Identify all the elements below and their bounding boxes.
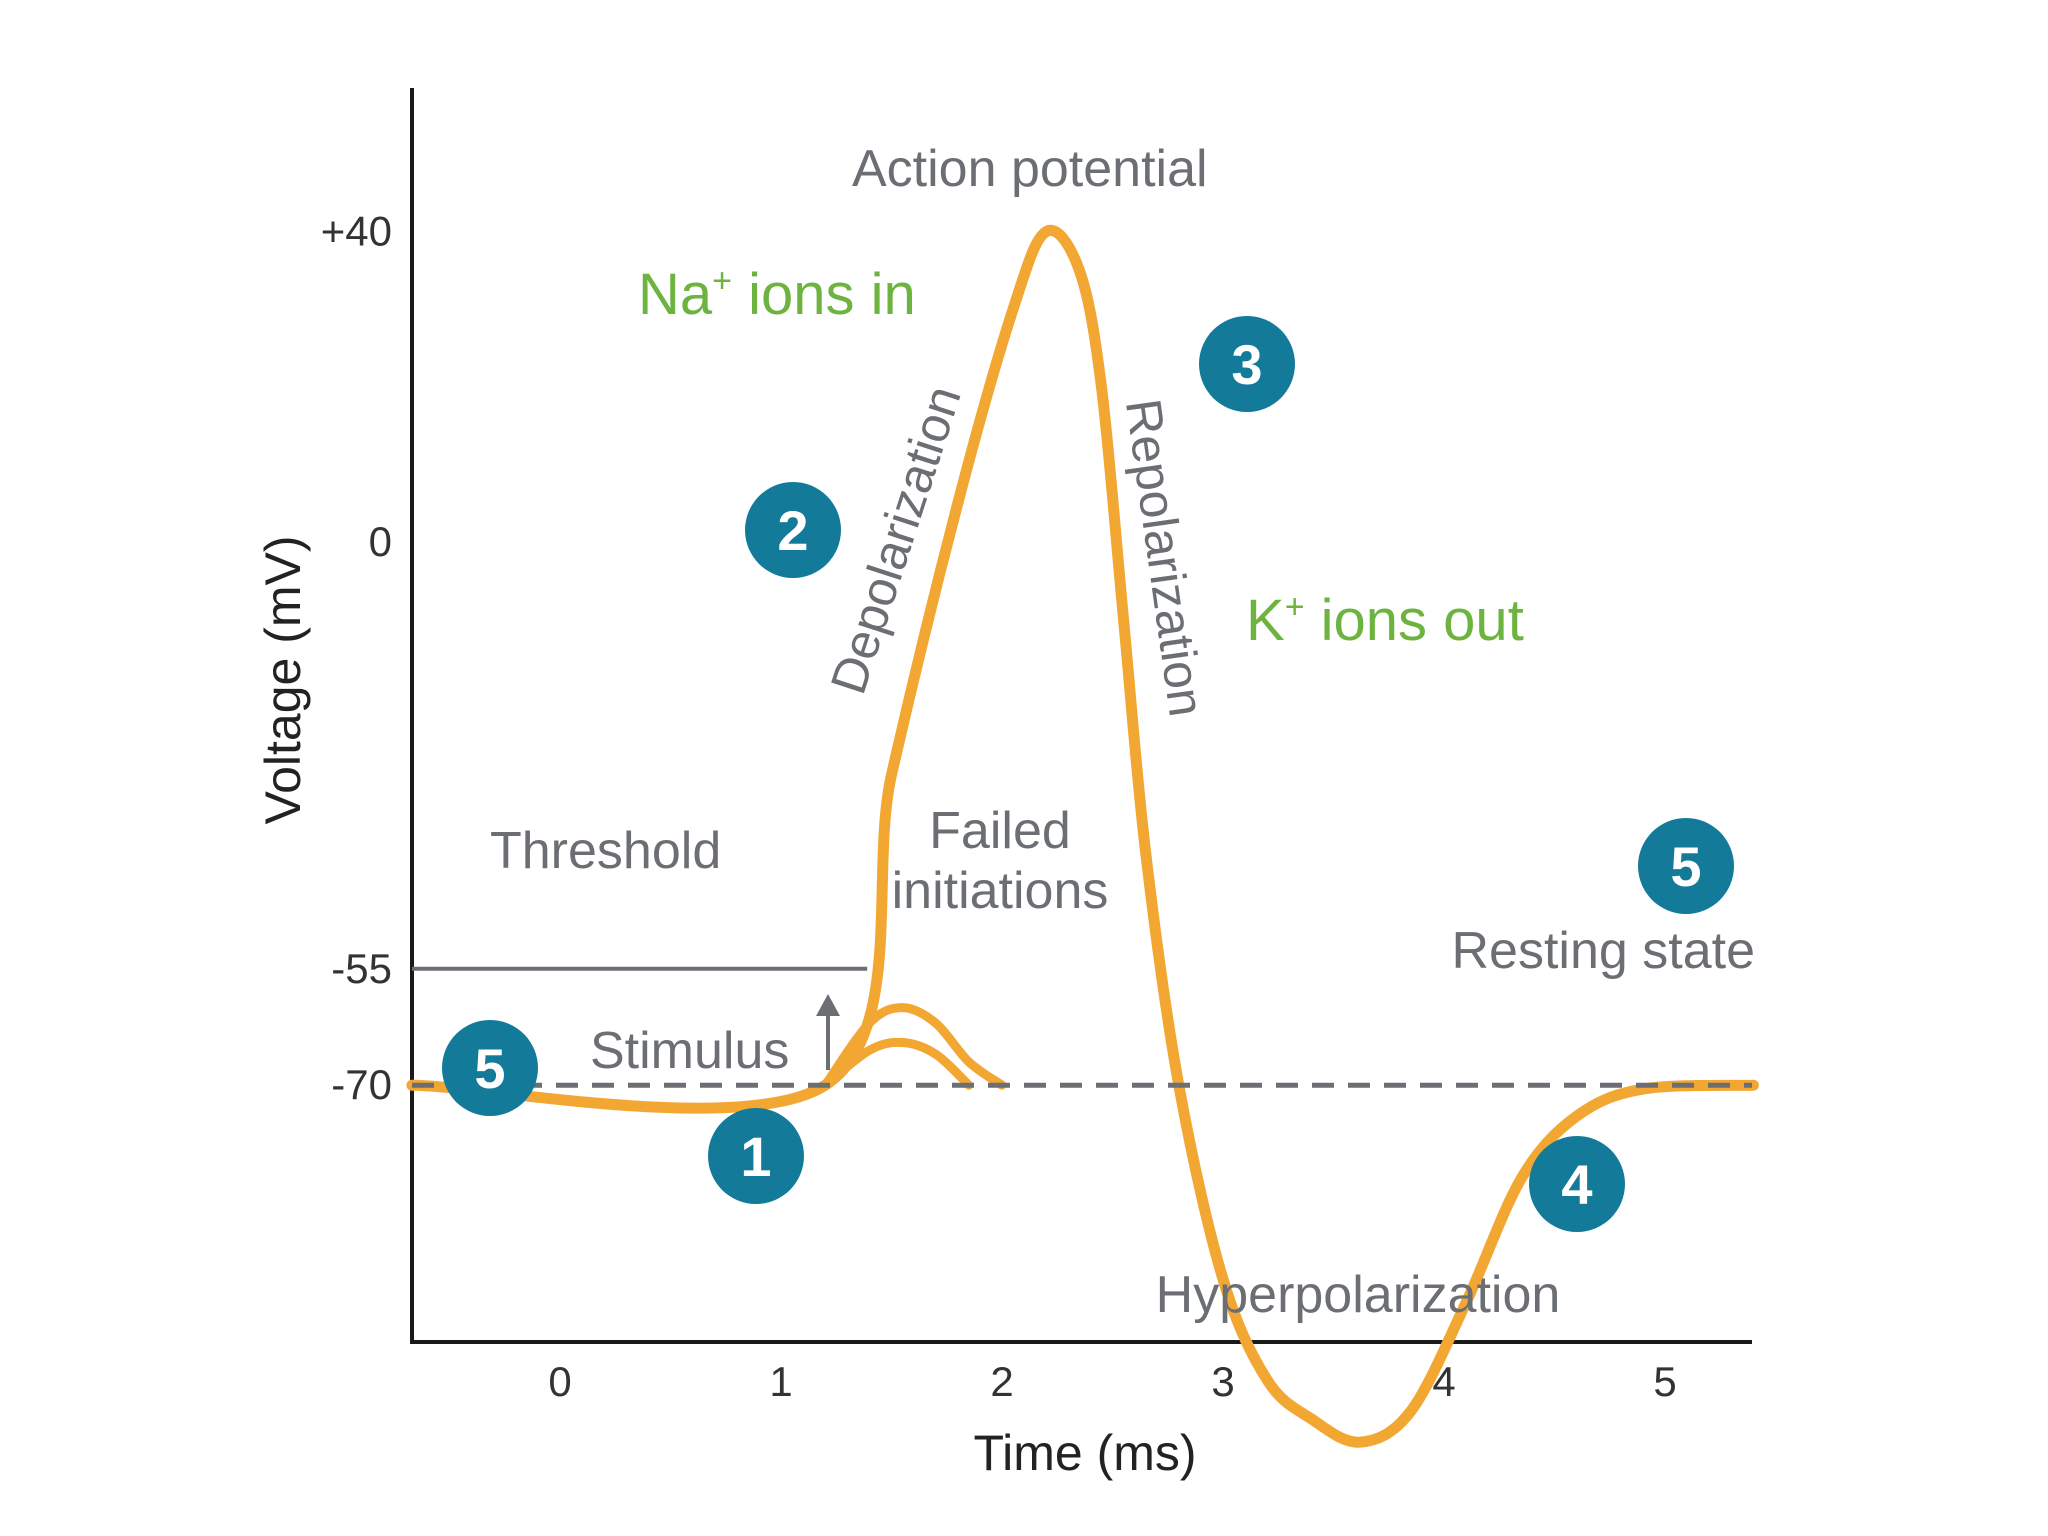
x-tick-label: 5: [1653, 1358, 1676, 1405]
phase-badge-4-circle: [1529, 1136, 1625, 1232]
threshold-label: Threshold: [490, 822, 721, 880]
failed-initiations-line2: initiations: [892, 862, 1109, 920]
y-axis-title: Voltage (mV): [255, 535, 311, 824]
phase-badge-1-number: 1: [740, 1125, 771, 1188]
stimulus-arrow: [816, 994, 840, 1070]
phase-badge-3-circle: [1199, 316, 1295, 412]
phase-badge-5-right-circle: [1638, 818, 1734, 914]
phase-badge-5-right: 5: [1638, 818, 1734, 914]
phase-badge-4: 4: [1529, 1136, 1625, 1232]
k-ions-suffix: ions out: [1305, 588, 1524, 653]
phase-badge-5-left: 5: [442, 1020, 538, 1116]
phase-badge-1-circle: [708, 1108, 804, 1204]
phase-badge-1: 1: [708, 1108, 804, 1204]
action-potential-curve: [406, 224, 1759, 1448]
stimulus-label: Stimulus: [590, 1022, 789, 1080]
action-potential-label: Action potential: [852, 140, 1208, 198]
k-ions-prefix: K: [1246, 588, 1285, 653]
curve-layer: [406, 224, 1759, 1448]
phase-badge-3: 3: [1199, 316, 1295, 412]
y-tick-labels: +40 0 -55 -70: [321, 208, 392, 1109]
phase-badge-5-left-number: 5: [474, 1037, 505, 1100]
x-tick-label: 2: [990, 1358, 1013, 1405]
y-tick-label: +40: [321, 208, 392, 255]
x-tick-label: 1: [769, 1358, 792, 1405]
na-ions-label: Na+ ions in: [638, 262, 916, 327]
phase-badge-3-number: 3: [1231, 333, 1262, 396]
phase-badge-5-left-circle: [442, 1020, 538, 1116]
failed-initiations-line1: Failed: [929, 802, 1071, 860]
x-tick-label: 0: [548, 1358, 571, 1405]
na-ions-prefix: Na: [638, 262, 713, 327]
failed-initiation-curve-2: [820, 1037, 974, 1090]
y-tick-label: 0: [369, 518, 392, 565]
k-ions-label: K+ ions out: [1246, 588, 1524, 653]
failed-initiation-curve-1: [820, 1003, 1007, 1090]
na-ions-superscript: +: [712, 262, 732, 300]
y-tick-label: -70: [331, 1061, 392, 1108]
y-tick-label: -55: [331, 945, 392, 992]
hyperpolarization-label: Hyperpolarization: [1156, 1266, 1561, 1324]
x-axis-title: Time (ms): [973, 1425, 1196, 1481]
phase-badge-2: 2: [745, 482, 841, 578]
na-ions-suffix: ions in: [732, 262, 916, 327]
stimulus-arrow-head: [816, 994, 840, 1016]
phase-badge-4-number: 4: [1561, 1153, 1592, 1216]
k-ions-superscript: +: [1285, 588, 1305, 626]
phase-badge-2-circle: [745, 482, 841, 578]
resting-state-label: Resting state: [1452, 922, 1756, 980]
phase-badge-2-number: 2: [777, 499, 808, 562]
phase-badge-5-right-number: 5: [1670, 835, 1701, 898]
x-tick-label: 3: [1211, 1358, 1234, 1405]
